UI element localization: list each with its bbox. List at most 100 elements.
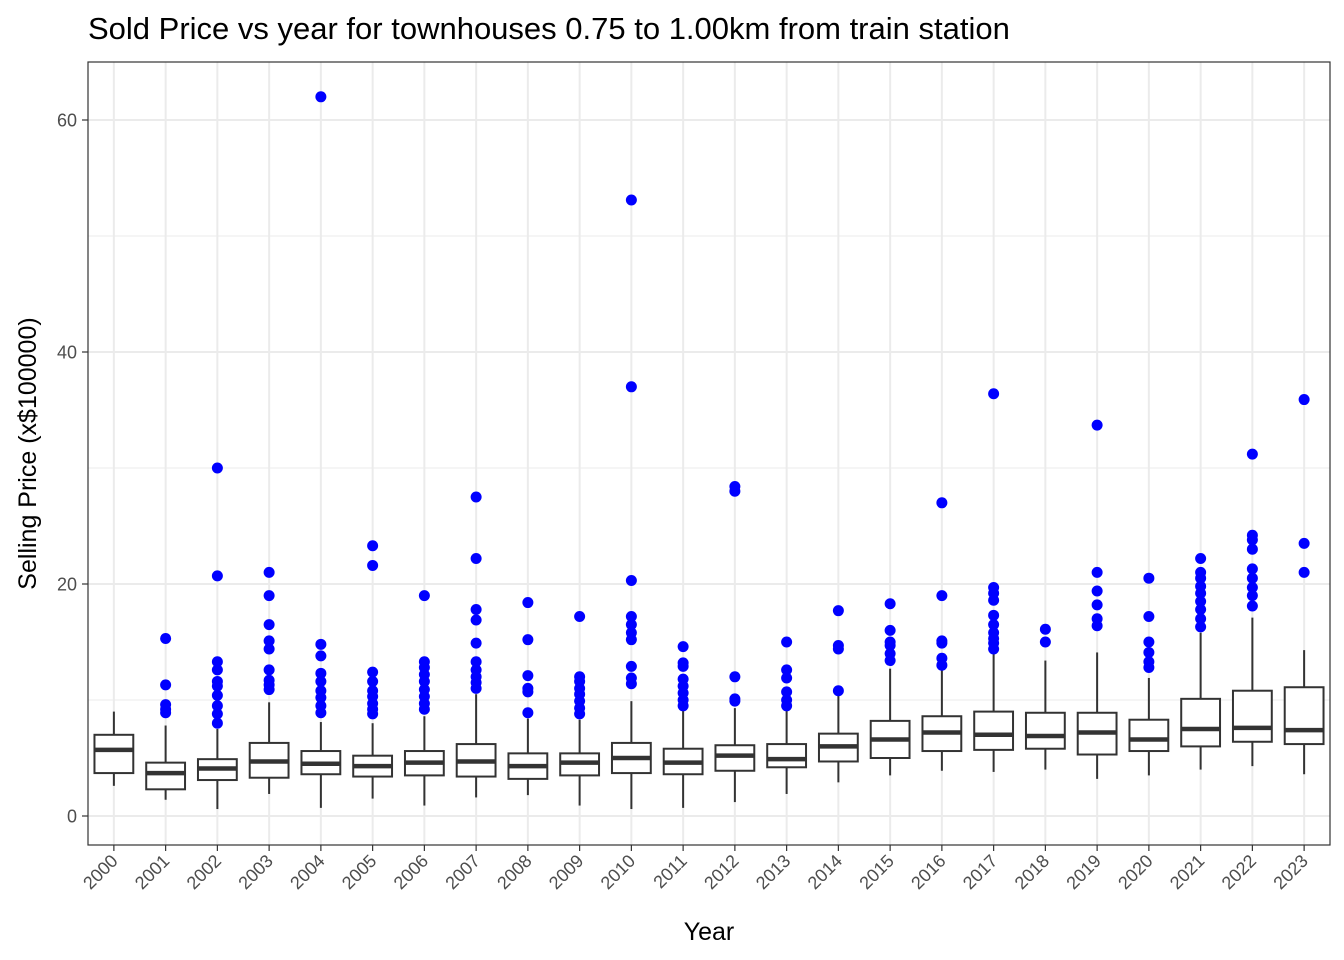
outlier-point	[315, 91, 327, 103]
x-tick-label: 2013	[752, 851, 794, 893]
box-2015	[869, 598, 911, 776]
box-iqr	[1128, 718, 1170, 753]
outlier-point	[1143, 610, 1155, 622]
x-tick-label: 2011	[649, 851, 691, 893]
outlier-point	[781, 686, 793, 698]
outlier-point	[470, 614, 482, 626]
x-tick-label: 2000	[79, 851, 121, 893]
box-iqr	[973, 710, 1015, 751]
outlier-point	[574, 610, 586, 622]
outlier-point	[884, 648, 896, 660]
box-2019	[1076, 419, 1118, 779]
y-axis-title: Selling Price (x$100000)	[14, 317, 42, 589]
outlier-point	[988, 619, 1000, 631]
box-2006	[403, 590, 445, 806]
outlier-point	[781, 664, 793, 676]
outlier-point	[263, 643, 275, 655]
box-2008	[507, 597, 549, 796]
outlier-point	[832, 605, 844, 617]
outlier-point	[315, 650, 327, 662]
outlier-point	[677, 641, 689, 653]
outlier-point	[1246, 529, 1258, 541]
outlier-point	[470, 552, 482, 564]
outlier-point	[1143, 572, 1155, 584]
outlier-point	[1195, 552, 1207, 564]
outlier-point	[470, 491, 482, 503]
x-tick-label: 2007	[441, 851, 483, 893]
box-2017	[973, 388, 1015, 772]
outlier-point	[470, 656, 482, 668]
outlier-point	[211, 717, 223, 729]
box-iqr	[1231, 689, 1273, 743]
x-tick-label: 2009	[545, 851, 587, 893]
x-tick-label: 2019	[1062, 851, 1104, 893]
x-tick-label: 2004	[286, 851, 328, 893]
outlier-point	[211, 656, 223, 668]
outlier-point	[263, 566, 275, 578]
outlier-point	[625, 575, 637, 587]
outlier-point	[418, 590, 430, 602]
outlier-point	[1143, 636, 1155, 648]
panel-background	[88, 62, 1330, 845]
outlier-point	[522, 634, 534, 646]
outlier-point	[936, 497, 948, 509]
box-2014	[817, 605, 859, 783]
outlier-point	[988, 609, 1000, 621]
box-2010	[610, 194, 652, 810]
outlier-point	[625, 610, 637, 622]
outlier-point	[832, 639, 844, 651]
outlier-point	[1246, 581, 1258, 593]
outlier-point	[781, 672, 793, 684]
outlier-point	[367, 685, 379, 697]
outlier-point	[988, 627, 1000, 639]
y-tick-label: 60	[57, 111, 77, 131]
outlier-point	[367, 675, 379, 687]
box-2020	[1128, 572, 1170, 776]
outlier-point	[1195, 604, 1207, 616]
box-2007	[455, 491, 497, 798]
outlier-point	[988, 388, 1000, 400]
outlier-point	[729, 671, 741, 683]
outlier-point	[625, 619, 637, 631]
outlier-point	[211, 675, 223, 687]
box-2022	[1231, 448, 1273, 767]
box-2011	[662, 641, 704, 808]
box-2003	[248, 566, 290, 794]
box-2021	[1180, 552, 1222, 770]
x-tick-label: 2008	[493, 851, 535, 893]
outlier-point	[729, 693, 741, 705]
outlier-point	[522, 682, 534, 694]
outlier-point	[988, 581, 1000, 593]
outlier-point	[1091, 419, 1103, 431]
y-tick-label: 40	[57, 343, 77, 363]
outlier-point	[315, 685, 327, 697]
x-tick-label: 2010	[597, 851, 639, 893]
outlier-point	[522, 707, 534, 719]
x-tick-label: 2001	[131, 851, 173, 893]
x-tick-label: 2021	[1166, 851, 1208, 893]
outlier-point	[625, 381, 637, 393]
box-iqr	[766, 743, 808, 769]
outlier-point	[315, 667, 327, 679]
outlier-point	[160, 699, 172, 711]
outlier-point	[1143, 646, 1155, 658]
outlier-point	[211, 570, 223, 582]
outlier-point	[884, 624, 896, 636]
box-2013	[766, 636, 808, 794]
x-tick-label: 2014	[804, 851, 846, 893]
outlier-point	[1298, 394, 1310, 406]
outlier-point	[781, 636, 793, 648]
outlier-point	[211, 664, 223, 676]
outlier-point	[677, 657, 689, 669]
box-2016	[921, 497, 963, 771]
outlier-point	[832, 685, 844, 697]
outlier-point	[418, 684, 430, 696]
outlier-point	[625, 194, 637, 206]
outlier-point	[315, 700, 327, 712]
outlier-point	[729, 481, 741, 493]
outlier-point	[211, 708, 223, 720]
outlier-point	[1195, 613, 1207, 625]
outlier-point	[936, 590, 948, 602]
outlier-point	[1091, 613, 1103, 625]
